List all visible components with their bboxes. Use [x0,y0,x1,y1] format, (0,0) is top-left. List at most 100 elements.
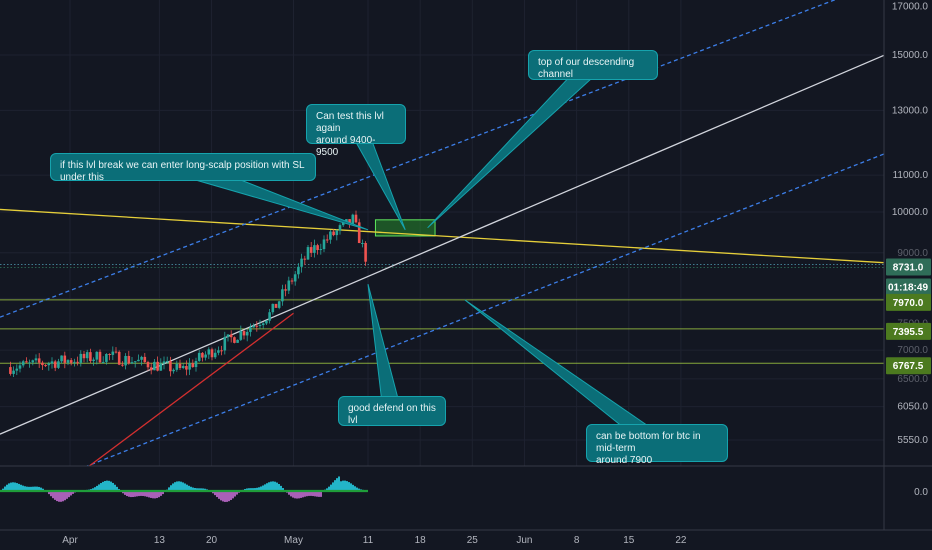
candle-body [258,325,262,327]
histogram-bar [140,491,142,496]
candle-body [185,366,188,370]
candle-body [162,361,166,364]
candle-body [31,360,35,363]
histogram-bar [14,482,16,491]
histogram-bar [264,484,266,491]
trend-line-channel-top [0,0,837,318]
histogram-bar [294,491,296,499]
candle-body [47,363,51,366]
histogram-bar [154,491,156,499]
histogram-bar [186,484,188,491]
histogram-bar [188,485,190,491]
candle-body [207,349,211,355]
trend-line-channel-bottom [0,153,885,501]
histogram-bar [350,483,352,491]
price-badge [886,278,931,296]
histogram-bar [106,480,108,491]
candle-body [245,331,249,336]
histogram-bar [48,491,50,495]
candle-body [268,312,271,321]
histogram-bar [292,491,294,498]
histogram-bar [28,486,30,491]
histogram-bar [342,480,344,491]
histogram-bar [320,491,322,497]
histogram-bar [226,491,228,502]
histogram-bar [232,491,234,499]
histogram-bar [202,488,204,491]
candle-body [191,363,195,368]
candle-body [76,361,79,363]
histogram-bar [326,488,328,491]
histogram-bar [288,491,290,495]
candle-body [325,239,329,241]
histogram-bar [24,486,26,491]
date-tick-label: 22 [675,535,687,546]
candle-body [309,247,313,253]
histogram-bar [262,485,264,491]
candle-body [201,352,204,358]
candle-body [322,239,326,250]
histogram-bar [312,491,314,497]
candle-body [197,352,201,361]
candle-body [140,356,143,360]
histogram-bar [60,491,62,502]
histogram-bar [222,491,224,502]
candle-body [329,231,332,240]
indicator-tick-label: 0.0 [914,487,928,498]
price-badge [886,322,931,340]
candle-body [143,356,147,363]
histogram-bar [142,491,144,496]
candle-body [21,361,25,366]
histogram-bar [260,486,262,491]
histogram-bar [16,483,18,491]
trend-line-red-support [69,312,294,481]
candle-body [117,351,121,365]
candle-body [220,350,223,352]
histogram-bar [352,484,354,491]
histogram-bar [98,484,100,491]
candle-body [15,368,19,371]
candle-body [63,355,67,363]
histogram-bar [212,491,214,494]
candle-body [293,274,297,282]
histogram-bar [168,487,170,491]
candle-body [98,351,102,363]
histogram-bar [200,488,202,491]
histogram-bar [344,480,346,491]
histogram-bar [132,491,134,498]
candle-body [149,367,153,371]
candle-body [50,361,54,364]
histogram-bar [274,481,276,491]
histogram-bar [178,481,180,491]
histogram-bar [136,491,138,497]
callout-channel-top: top of our descending channel [528,50,658,80]
histogram-bar [8,483,10,491]
date-tick-label: Apr [62,535,78,546]
histogram-bar [336,478,338,491]
price-badge [886,357,931,375]
histogram-bar [148,491,150,498]
price-badge-label: 6767.5 [893,361,924,372]
candle-body [69,360,73,363]
price-badge [886,293,931,311]
histogram-bar [104,480,106,491]
histogram-bar [172,483,174,491]
histogram-bar [174,482,176,491]
candle-body [332,231,335,236]
price-badge-label: 7395.5 [893,327,924,338]
histogram-bar [36,486,38,491]
candle-body [44,365,47,367]
price-badge-label: 01:18:49 [888,283,928,294]
candle-body [271,303,275,313]
candle-body [137,359,140,362]
candle-body [265,320,268,324]
histogram-bar [170,485,172,491]
candle-body [37,358,41,363]
callout-bottom-mid-term: can be bottom for btc in mid-term around… [586,424,728,466]
candle-body [341,222,345,226]
candle-body [114,351,118,353]
histogram-bar [144,491,146,497]
candle-body [319,249,323,251]
histogram-bar [100,483,102,491]
